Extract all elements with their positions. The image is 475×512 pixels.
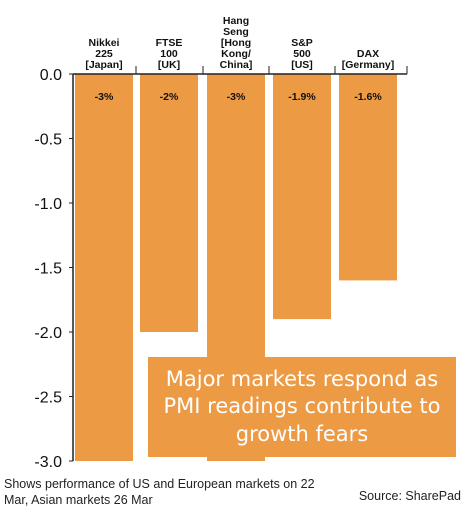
callout-text: Major markets respond as PMI readings co… (163, 367, 441, 446)
data-label-1: -2% (160, 91, 179, 103)
y-tick-label-0: 0.0 (40, 67, 62, 84)
y-tick-label-5: -2.5 (34, 390, 62, 407)
bar-4 (339, 74, 397, 281)
data-label-3: -1.9% (288, 91, 316, 103)
data-label-2: -3% (227, 91, 246, 103)
category-label-4: DAX [Germany] (342, 48, 395, 71)
y-tick-label-6: -3.0 (34, 454, 62, 471)
category-label-3: S&P 500 [US] (291, 37, 313, 71)
category-label-0: Nikkei 225 [Japan] (85, 37, 122, 71)
source-note: Source: SharePad (358, 489, 461, 503)
footnote: Shows performance of US and European mar… (4, 477, 315, 508)
y-tick-label-2: -1.0 (34, 196, 62, 213)
bar-0 (75, 74, 133, 461)
y-tick-label-3: -1.5 (34, 261, 62, 278)
y-tick-label-4: -2.0 (34, 325, 62, 342)
category-label-2: Hang Seng [Hong Kong/China] (220, 15, 253, 71)
bar-1 (140, 74, 198, 332)
y-tick-label-1: -0.5 (34, 132, 62, 149)
data-label-0: -3% (95, 91, 114, 103)
data-label-4: -1.6% (354, 91, 382, 103)
plot-area: 0.0 -0.5 -1.0 -1.5 -2.0 -2.5 -3.0 -3% -2% -3% -1.9… (34, 15, 408, 471)
callout-box: Major markets respond as PMI readings co… (148, 357, 456, 457)
category-label-1: FTSE 100 [UK] (156, 37, 183, 71)
bar-3 (273, 74, 331, 320)
